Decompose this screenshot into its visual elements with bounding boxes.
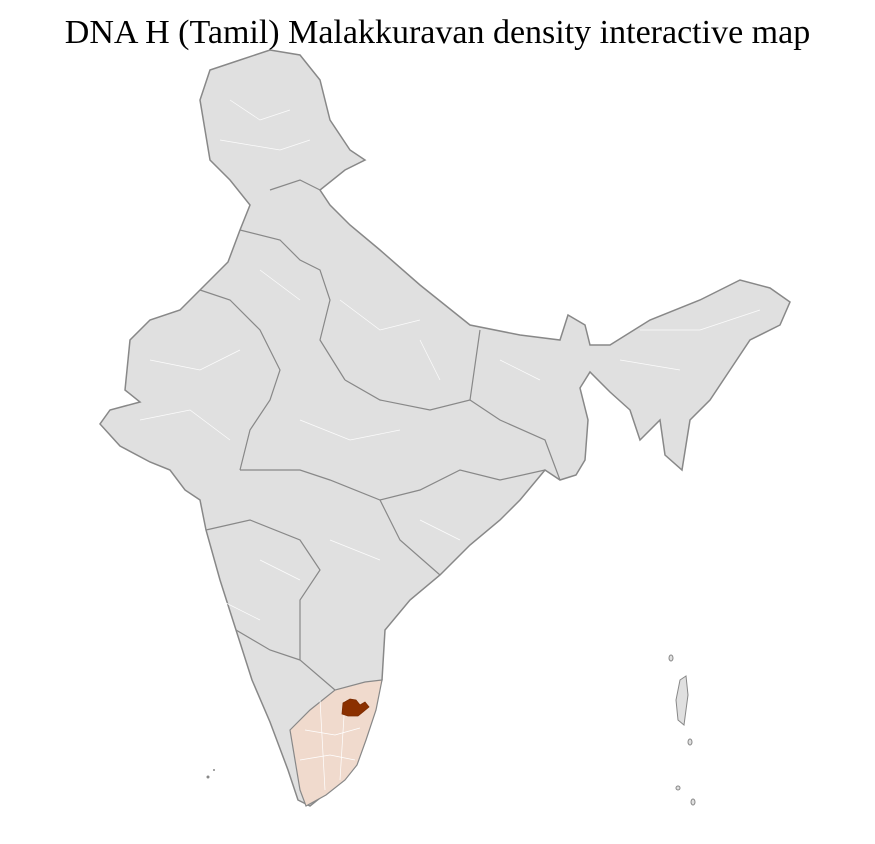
lakshadweep-islands[interactable]	[206, 769, 216, 779]
district-highlighted[interactable]	[341, 698, 370, 717]
district-borders	[139, 99, 761, 621]
state-borders	[199, 179, 561, 691]
map-title: DNA H (Tamil) Malakkuravan density inter…	[64, 14, 811, 51]
india-outline[interactable]	[99, 49, 791, 807]
tn-district-borders	[299, 699, 361, 791]
andaman-nicobar-islands[interactable]	[668, 654, 696, 806]
